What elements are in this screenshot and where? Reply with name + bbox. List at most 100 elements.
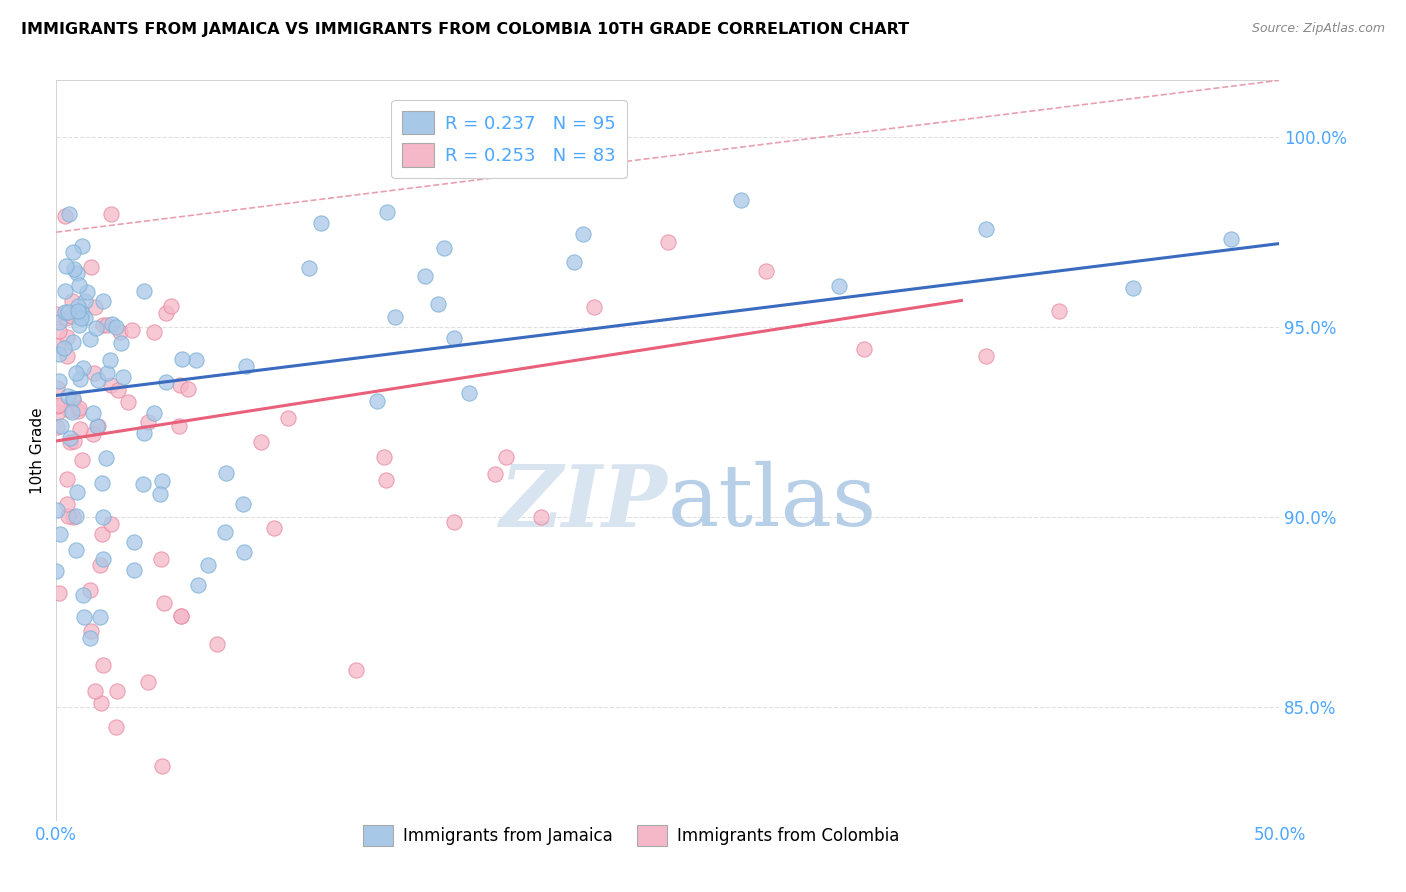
Point [91, 527, 114, 541]
Point [562, 255, 585, 269]
Point [96, 318, 118, 332]
Point [583, 301, 606, 315]
Point [52, 341, 75, 355]
Point [91, 318, 114, 332]
Point [232, 497, 254, 511]
Point [136, 674, 159, 689]
Point [233, 545, 256, 559]
Point [51, 419, 73, 434]
Point [55, 310, 77, 325]
Point [73, 293, 96, 308]
Point [495, 450, 517, 464]
Point [45, 381, 67, 395]
Point [205, 637, 228, 651]
Point [755, 263, 778, 277]
Point [214, 524, 236, 539]
Point [72, 588, 94, 602]
Point [443, 515, 465, 529]
Point [56, 497, 79, 511]
Point [62, 434, 84, 448]
Point [136, 415, 159, 429]
Point [79, 332, 101, 346]
Point [366, 394, 388, 409]
Point [159, 299, 181, 313]
Point [852, 343, 875, 357]
Point [75, 310, 97, 325]
Point [98, 352, 121, 367]
Point [90, 696, 112, 710]
Point [67, 401, 90, 416]
Point [90, 476, 112, 491]
Point [48, 347, 70, 361]
Point [67, 403, 90, 417]
Point [730, 193, 752, 207]
Point [66, 266, 89, 280]
Point [67, 303, 90, 318]
Point [48, 398, 70, 412]
Point [96, 367, 118, 381]
Point [72, 609, 94, 624]
Point [458, 386, 481, 401]
Point [134, 284, 156, 298]
Point [277, 411, 299, 425]
Point [1047, 304, 1070, 318]
Point [67, 299, 90, 313]
Point [65, 542, 87, 557]
Point [167, 419, 190, 434]
Point [94, 451, 117, 466]
Point [105, 683, 128, 698]
Point [58, 403, 80, 417]
Point [1122, 280, 1144, 294]
Point [104, 320, 127, 334]
Point [56, 305, 79, 319]
Point [62, 244, 84, 259]
Point [48, 374, 70, 388]
Point [53, 209, 76, 223]
Point [84, 320, 107, 334]
Point [309, 216, 332, 230]
Point [413, 269, 436, 284]
Point [59, 310, 82, 324]
Point [84, 300, 107, 314]
Point [150, 474, 173, 488]
Point [169, 609, 191, 624]
Point [70, 310, 93, 325]
Point [187, 577, 209, 591]
Point [432, 241, 454, 255]
Point [82, 426, 104, 441]
Point [235, 359, 257, 374]
Point [69, 421, 91, 435]
Point [155, 376, 177, 390]
Point [172, 351, 194, 366]
Point [89, 558, 111, 572]
Point [100, 377, 122, 392]
Point [79, 582, 101, 597]
Point [121, 323, 143, 337]
Point [263, 521, 285, 535]
Point [46, 338, 69, 352]
Text: atlas: atlas [668, 460, 877, 544]
Point [427, 297, 450, 311]
Point [91, 552, 114, 566]
Point [828, 278, 851, 293]
Point [100, 516, 122, 531]
Point [170, 609, 193, 624]
Point [375, 205, 398, 219]
Point [66, 484, 89, 499]
Point [53, 284, 76, 298]
Point [86, 418, 108, 433]
Point [974, 221, 997, 235]
Point [49, 527, 72, 541]
Point [58, 207, 80, 221]
Point [72, 453, 94, 467]
Point [80, 260, 103, 274]
Point [344, 664, 367, 678]
Point [63, 261, 86, 276]
Point [65, 508, 87, 523]
Point [150, 552, 173, 566]
Point [48, 585, 70, 599]
Point [143, 406, 166, 420]
Point [91, 509, 114, 524]
Point [169, 378, 191, 392]
Point [373, 450, 395, 465]
